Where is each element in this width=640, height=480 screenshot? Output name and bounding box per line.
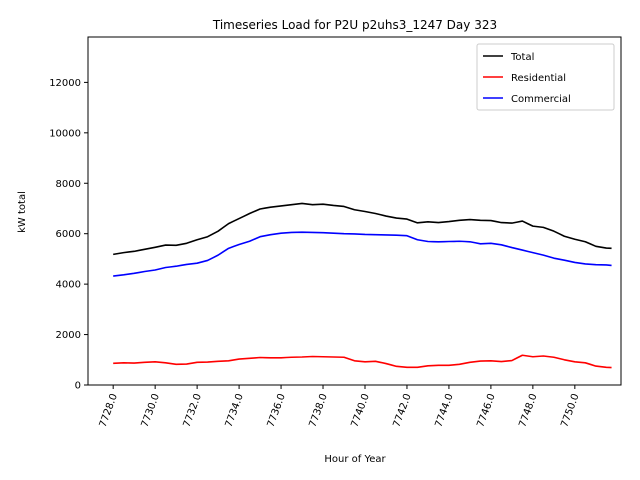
series-line-commercial [113,231,612,277]
series-line-total [113,202,612,256]
y-tick-label: 12000 [49,78,81,89]
chart-title: Timeseries Load for P2U p2uhs3_1247 Day … [212,18,497,32]
y-tick-label: 6000 [56,229,81,240]
plot-frame [87,36,622,386]
legend-label-total: Total [510,52,534,63]
legend-box [476,43,615,111]
y-axis-label: kW total [17,191,28,233]
y-tick-label: 2000 [56,330,81,341]
legend-label-residential: Residential [511,73,566,84]
series-line-residential [113,354,612,369]
y-tick-label: 0 [75,381,81,392]
y-tick-label: 10000 [49,128,81,139]
y-tick-label: 4000 [56,280,81,291]
y-tick-label: 8000 [56,179,81,190]
legend: Total Residential Commercial [476,43,615,111]
legend-label-commercial: Commercial [511,94,571,105]
x-axis-label: Hour of Year [324,454,386,465]
